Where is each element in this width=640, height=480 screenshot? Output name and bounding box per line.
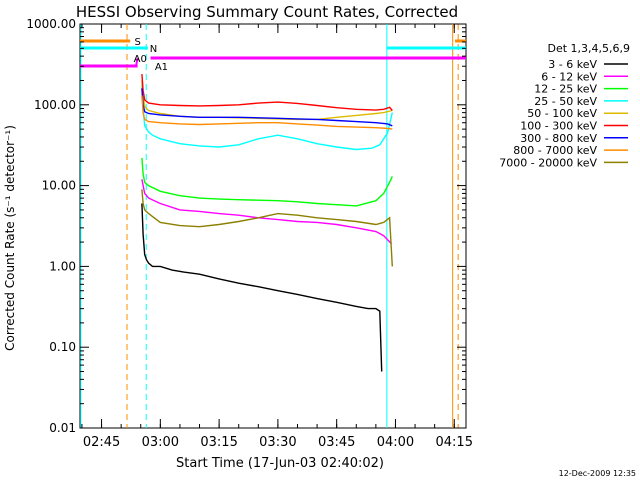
x-tick-label: 04:00 bbox=[377, 435, 414, 450]
marker-a1-label: A1 bbox=[155, 62, 168, 73]
y-axis: 1000.00 100.00 10.00 1.00 0.10 0.01 bbox=[26, 17, 466, 435]
series-line bbox=[141, 80, 393, 121]
legend-label: 3 - 6 keV bbox=[548, 58, 597, 71]
series-line bbox=[141, 74, 393, 111]
series-line bbox=[141, 157, 393, 207]
legend-label: 800 - 7000 keV bbox=[513, 144, 597, 157]
x-tick-label: 03:00 bbox=[142, 435, 179, 450]
legend-label: 12 - 25 keV bbox=[534, 83, 597, 96]
x-tick-label: 04:15 bbox=[436, 435, 473, 450]
attenuator-transition bbox=[135, 57, 139, 67]
legend-label: 50 - 100 keV bbox=[527, 107, 597, 120]
legend-label: 300 - 800 keV bbox=[520, 132, 597, 145]
series-line bbox=[141, 88, 393, 127]
marker-n-label: N bbox=[150, 44, 157, 55]
marker-s-label: S bbox=[134, 37, 140, 48]
legend-label: 100 - 300 keV bbox=[520, 120, 597, 133]
y-tick-label: 1.00 bbox=[49, 259, 76, 273]
legend-label: 25 - 50 keV bbox=[534, 95, 597, 108]
y-tick-label: 10.00 bbox=[42, 179, 76, 193]
y-tick-label: 0.01 bbox=[49, 421, 76, 435]
y-axis-label: Corrected Count Rate (s⁻¹ detector⁻¹) bbox=[3, 125, 17, 351]
series-group bbox=[141, 74, 393, 372]
x-tick-label: 03:30 bbox=[259, 435, 296, 450]
series-line bbox=[141, 84, 393, 151]
series-line bbox=[141, 179, 393, 245]
x-tick-label: 03:45 bbox=[318, 435, 355, 450]
legend-title: Det 1,3,4,5,6,9 bbox=[547, 42, 630, 55]
series-line bbox=[141, 203, 383, 372]
plot-area bbox=[79, 23, 467, 429]
legend-label: 7000 - 20000 keV bbox=[499, 156, 597, 169]
series-line bbox=[141, 95, 393, 130]
x-tick-label: 02:45 bbox=[83, 435, 120, 450]
x-axis-label: Start Time (17-Jun-03 02:40:02) bbox=[176, 456, 384, 471]
chart-title: HESSI Observing Summary Count Rates, Cor… bbox=[76, 3, 458, 21]
x-axis: 02:45 03:00 03:15 03:30 03:45 04:00 04:15 bbox=[81, 24, 473, 450]
marker-a0-label: A0 bbox=[134, 54, 147, 65]
plot-border bbox=[79, 23, 467, 429]
x-tick-label: 03:15 bbox=[200, 435, 237, 450]
legend-label: 6 - 12 keV bbox=[541, 70, 597, 83]
footer-date: 12-Dec-2009 12:35 bbox=[559, 469, 636, 478]
y-tick-label: 0.10 bbox=[49, 340, 76, 354]
series-line bbox=[141, 189, 393, 267]
y-tick-label: 1000.00 bbox=[26, 17, 76, 31]
y-tick-label: 100.00 bbox=[34, 98, 76, 112]
